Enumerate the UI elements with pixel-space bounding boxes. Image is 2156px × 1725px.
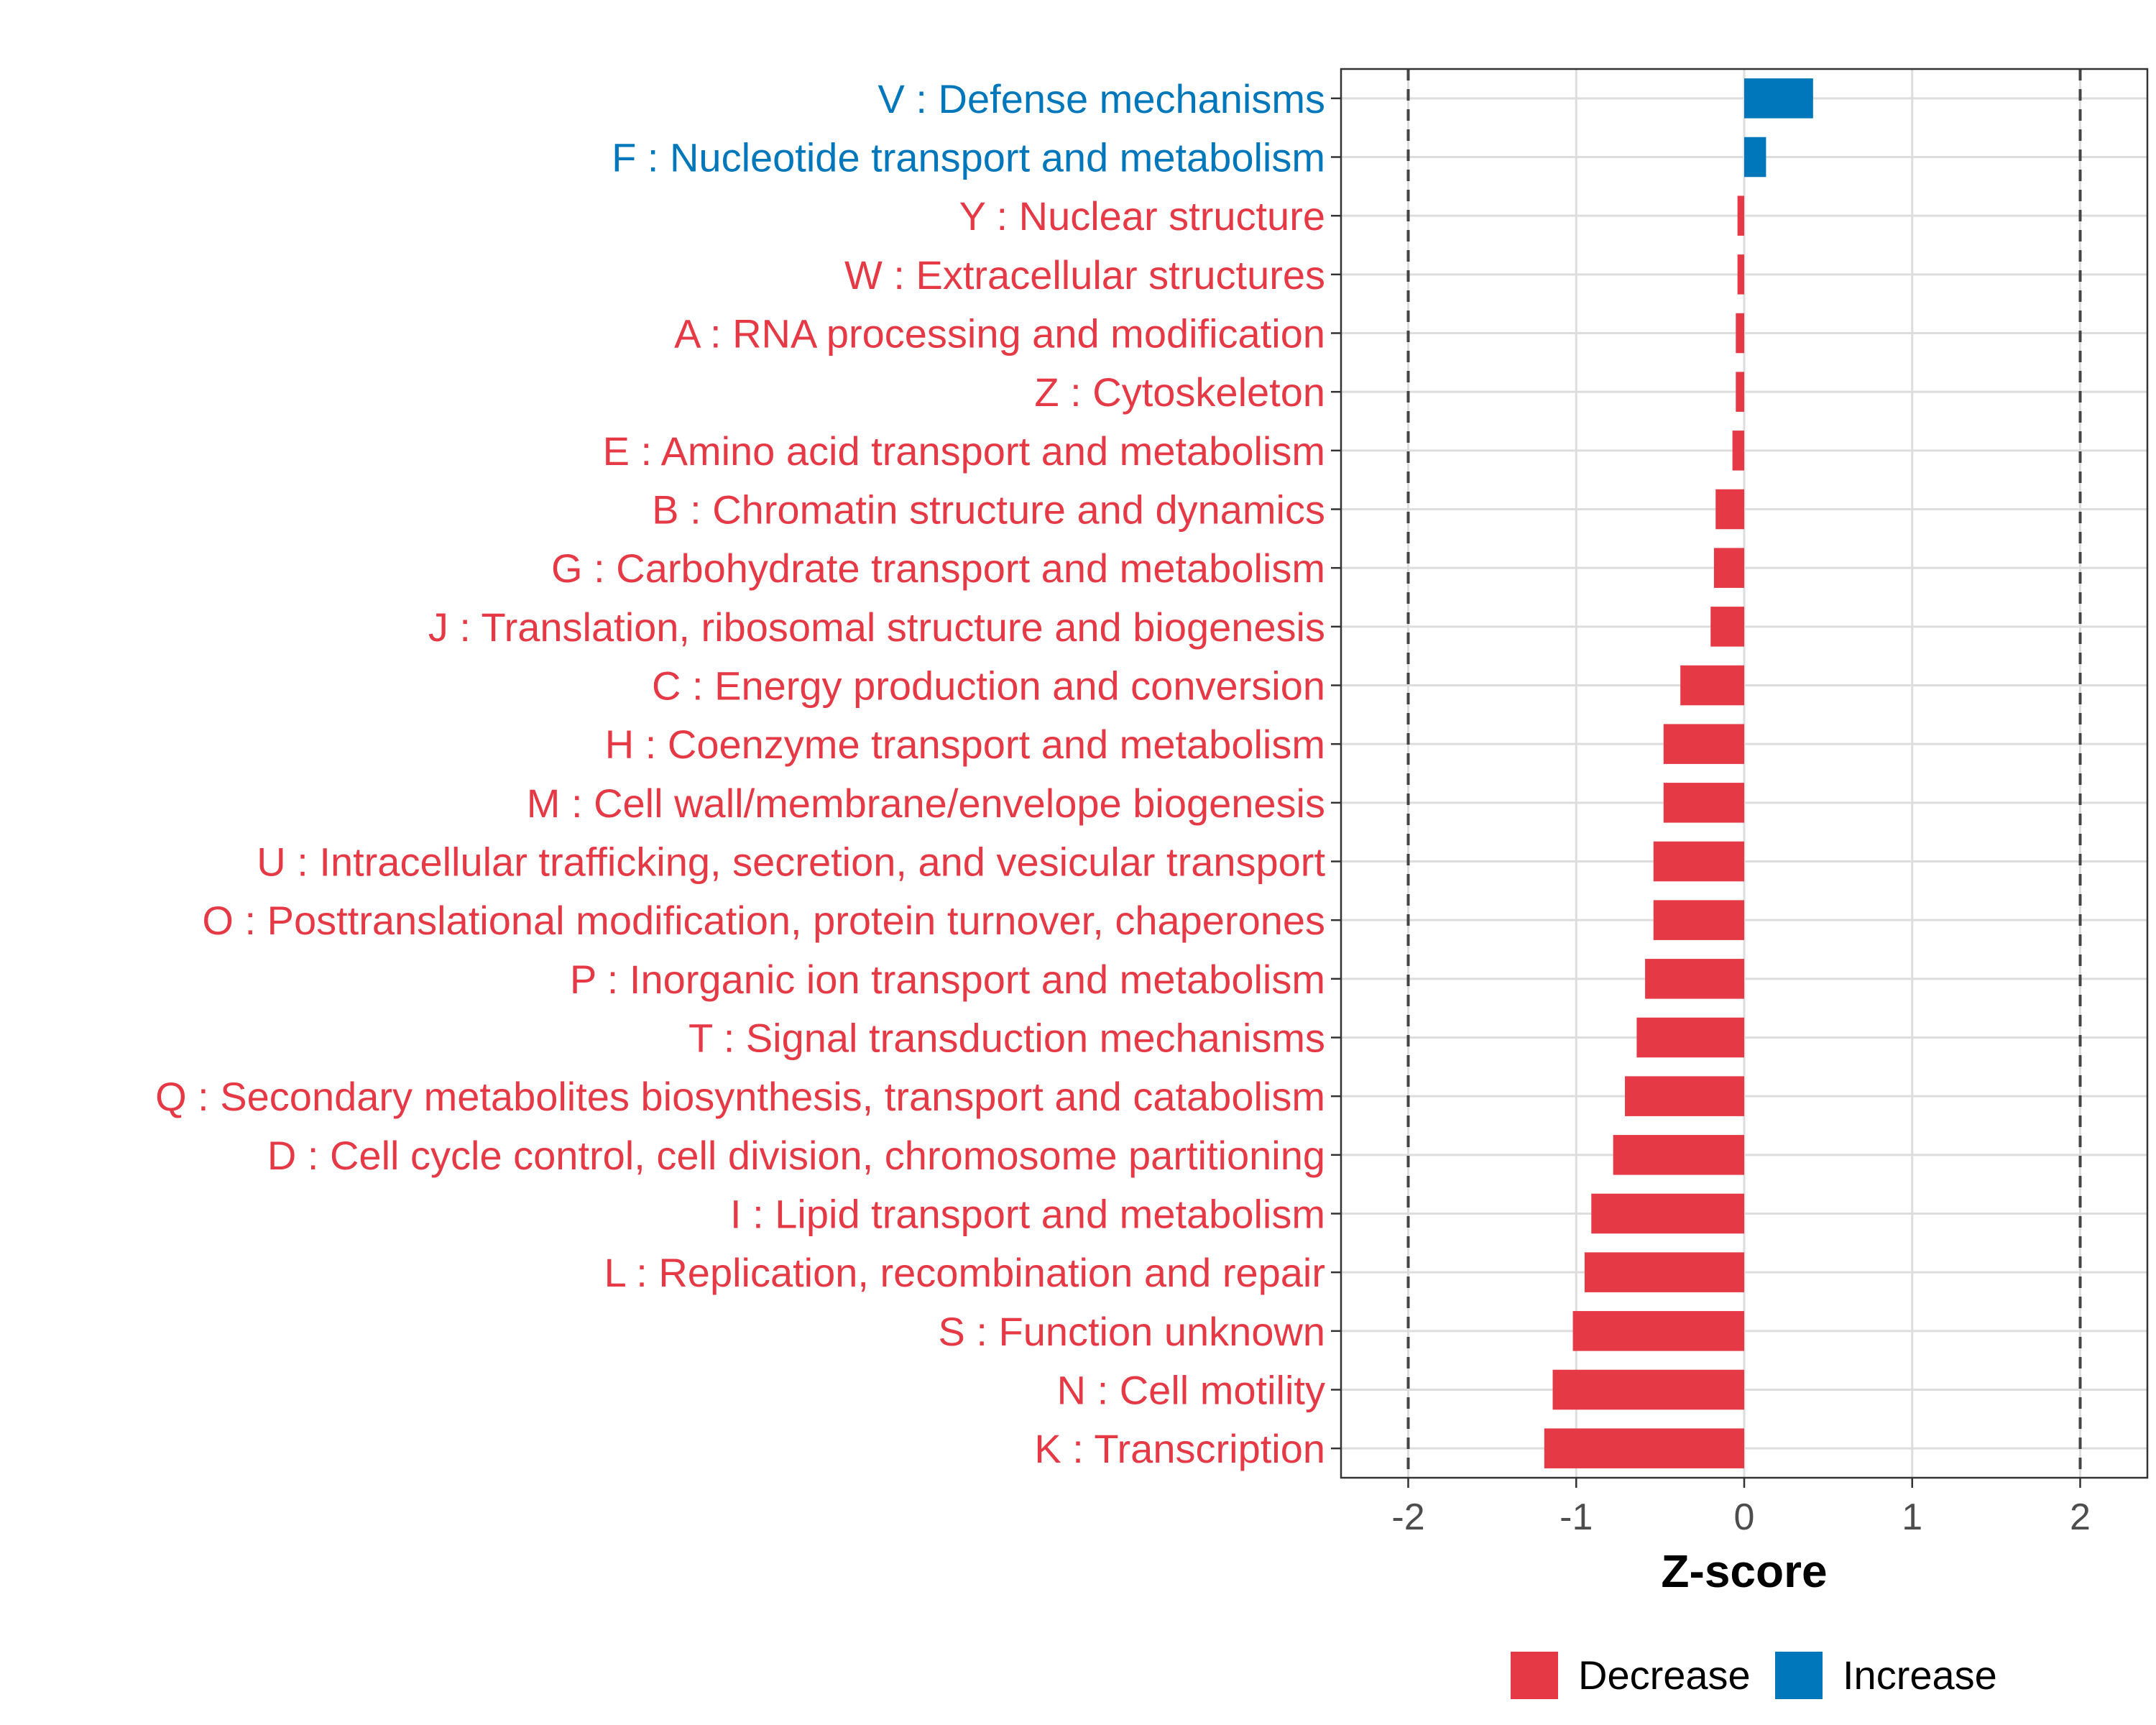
bar [1710, 607, 1744, 647]
category-label: N : Cell motility [1057, 1368, 1325, 1413]
bar [1653, 900, 1744, 940]
x-tick-layer: -2 -1 0 1 2 [1391, 1478, 2091, 1538]
category-label: F : Nucleotide transport and metabolism [612, 135, 1325, 180]
bar [1713, 548, 1744, 588]
category-label: U : Intracellular trafficking, secretion… [257, 840, 1325, 885]
bar [1544, 1428, 1744, 1468]
bar [1625, 1076, 1744, 1116]
bar [1737, 254, 1744, 295]
category-label: M : Cell wall/membrane/envelope biogenes… [527, 781, 1325, 826]
y-tick-layer [1331, 97, 1341, 1450]
bar [1591, 1193, 1744, 1234]
category-label: Y : Nuclear structure [959, 193, 1325, 239]
reference-line-layer [1406, 69, 2082, 1478]
bar [1584, 1252, 1744, 1292]
category-label: E : Amino acid transport and metabolism [603, 428, 1325, 474]
bar [1613, 1135, 1744, 1175]
legend: Decrease Increase [1511, 1652, 1997, 1699]
category-label: T : Signal transduction mechanisms [688, 1016, 1325, 1061]
category-label: J : Translation, ribosomal structure and… [428, 604, 1325, 650]
category-label: L : Replication, recombination and repai… [604, 1250, 1325, 1295]
category-label-layer: V : Defense mechanisms F : Nucleotide tra… [155, 76, 1325, 1471]
category-label: D : Cell cycle control, cell division, c… [267, 1133, 1325, 1178]
bar [1715, 489, 1744, 530]
category-label: B : Chromatin structure and dynamics [652, 487, 1325, 533]
category-label: Q : Secondary metabolites biosynthesis, … [155, 1074, 1325, 1119]
category-label: H : Coenzyme transport and metabolism [605, 722, 1325, 767]
bar [1663, 724, 1744, 764]
bar [1736, 313, 1744, 354]
category-label: C : Energy production and conversion [652, 663, 1325, 709]
bar [1737, 196, 1744, 236]
bar [1680, 665, 1744, 706]
bar [1732, 431, 1744, 471]
category-label: O : Posttranslational modification, prot… [202, 898, 1325, 943]
x-tick-label: -2 [1391, 1496, 1424, 1538]
legend-label-decrease: Decrease [1578, 1652, 1751, 1698]
bar [1636, 1017, 1744, 1058]
x-axis-title: Z-score [1661, 1545, 1827, 1597]
bar [1653, 841, 1744, 882]
x-tick-label: 1 [1902, 1496, 1922, 1538]
category-label: A : RNA processing and modification [674, 311, 1325, 356]
bar [1552, 1369, 1744, 1410]
bar-layer [1544, 78, 1813, 1468]
category-label: G : Carbohydrate transport and metabolis… [551, 546, 1325, 591]
category-label: W : Extracellular structures [844, 252, 1325, 298]
x-tick-label: -1 [1560, 1496, 1593, 1538]
bar [1744, 78, 1813, 119]
category-label: Z : Cytoskeleton [1034, 369, 1325, 415]
category-label: K : Transcription [1034, 1426, 1325, 1471]
legend-swatch-decrease [1511, 1652, 1558, 1699]
bar [1663, 783, 1744, 823]
bar [1572, 1311, 1744, 1351]
bar [1645, 959, 1744, 999]
category-label: S : Function unknown [938, 1309, 1325, 1354]
category-label: P : Inorganic ion transport and metaboli… [570, 957, 1325, 1002]
category-label: V : Defense mechanisms [878, 76, 1325, 121]
category-label: I : Lipid transport and metabolism [730, 1192, 1325, 1237]
legend-swatch-increase [1775, 1652, 1823, 1699]
bar [1744, 137, 1766, 178]
bar [1736, 372, 1744, 412]
legend-label-increase: Increase [1843, 1652, 1997, 1698]
x-tick-label: 0 [1734, 1496, 1755, 1538]
x-tick-label: 2 [2070, 1496, 2091, 1538]
